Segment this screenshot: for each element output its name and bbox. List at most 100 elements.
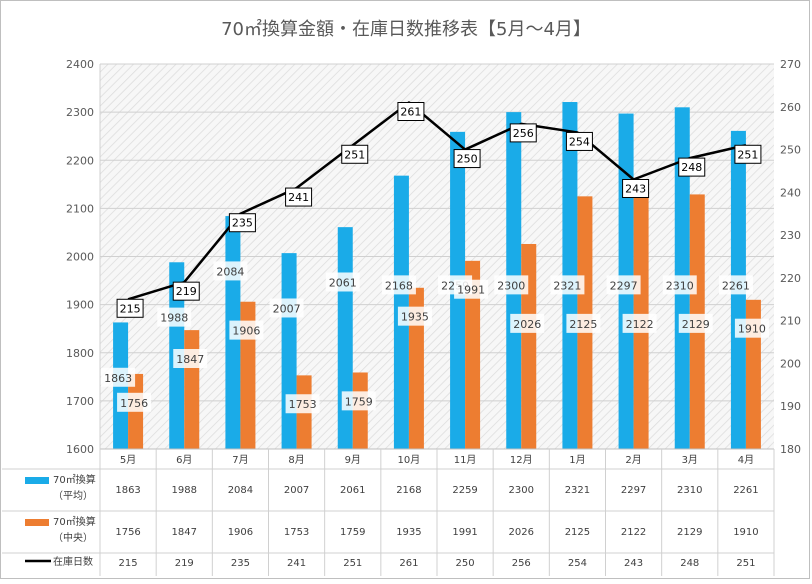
- legend-sublabel: （中央）: [53, 531, 93, 544]
- legend-swatch: [25, 519, 49, 526]
- label-average: 2007: [273, 302, 301, 315]
- x-category-label: 5月: [120, 454, 136, 466]
- data-label-box: [117, 392, 152, 412]
- label-stock-days: 251: [344, 148, 365, 161]
- table-cell: 241: [287, 558, 306, 569]
- table-cell: 2007: [284, 485, 309, 496]
- table-cell: 2310: [677, 485, 702, 496]
- label-median: 1756: [120, 397, 148, 410]
- y-right-tick-label: 190: [780, 400, 801, 413]
- legend-swatch: [25, 477, 49, 484]
- line-label-box: [453, 149, 481, 169]
- data-table: 5月 6月 7月 8月 9月 10月 11月 12月 1月 2月 3月 4月 70㎡換算 （平均） 1863…: [2, 64, 775, 576]
- table-cell: 215: [119, 558, 138, 569]
- label-stock-days: 250: [457, 153, 478, 166]
- legend-label: 70㎡換算: [53, 473, 96, 486]
- table-cell: 251: [736, 558, 755, 569]
- label-average: 2297: [610, 279, 638, 292]
- line-label-box: [622, 179, 650, 198]
- data-label-box: [173, 349, 208, 369]
- label-average: 1988: [160, 312, 188, 325]
- x-category-label: 6月: [176, 454, 192, 466]
- table-cell: 2168: [396, 485, 421, 496]
- label-stock-days: 256: [513, 127, 534, 140]
- table-cell: 2061: [340, 485, 365, 496]
- label-median: 2122: [626, 318, 654, 331]
- bar-median: [352, 372, 368, 449]
- data-label-box: [550, 275, 585, 295]
- y-left-tick-label: 1900: [66, 299, 94, 312]
- label-median: 1910: [738, 323, 766, 336]
- table-cell: 1991: [452, 527, 477, 538]
- data-label-box: [229, 320, 264, 340]
- label-median: 2129: [682, 318, 710, 331]
- data-label-box: [101, 367, 136, 387]
- data-label-box: [734, 318, 769, 338]
- x-category-label: 1月: [569, 454, 585, 466]
- line-label-box: [228, 213, 256, 233]
- line-label-box: [565, 131, 593, 151]
- data-label-box: [566, 313, 601, 333]
- line-label-box: [172, 281, 200, 301]
- label-median: 2026: [513, 318, 541, 331]
- x-category-label: 8月: [288, 454, 304, 466]
- y-right-tick-label: 250: [780, 144, 801, 157]
- data-label-box: [213, 261, 248, 281]
- table-cell: 2125: [565, 527, 590, 538]
- bar-average: [337, 227, 353, 449]
- table-cell: 261: [399, 558, 418, 569]
- y-right-tick-label: 230: [780, 229, 801, 242]
- y-right-tick-label: 270: [780, 58, 801, 71]
- label-stock-days: 219: [176, 285, 197, 298]
- label-median: 1991: [457, 284, 485, 297]
- axes: 1600 1700 1800 1900 2000 2100 2200 2300 2400 180 1…: [66, 58, 801, 456]
- table-cell: 256: [512, 558, 531, 569]
- table-cell: 1847: [172, 527, 197, 538]
- legend-label: 在庫日数: [53, 555, 93, 568]
- data-label-box: [157, 307, 192, 327]
- label-average: 2321: [553, 279, 581, 292]
- data-label-box: [397, 306, 432, 326]
- y-left-tick-label: 2400: [66, 58, 94, 71]
- table-cell: 2084: [228, 485, 253, 496]
- table-cell: 1753: [284, 527, 309, 538]
- label-average: 2261: [722, 279, 750, 292]
- data-label-box: [325, 272, 360, 292]
- bar-median: [521, 243, 537, 449]
- label-stock-days: 243: [625, 183, 646, 196]
- table-cell: 1988: [172, 485, 197, 496]
- table-cell: 254: [568, 558, 587, 569]
- table-cell: 1935: [396, 527, 421, 538]
- table-cell: 2122: [621, 527, 646, 538]
- table-cell: 2261: [733, 485, 758, 496]
- data-label-box: [510, 313, 545, 333]
- y-left-tick-label: 1600: [66, 443, 94, 456]
- legend-label: 70㎡換算: [53, 515, 96, 528]
- y-left-tick-label: 1700: [66, 395, 94, 408]
- label-median: 1753: [289, 398, 317, 411]
- data-label-box: [622, 313, 657, 333]
- y-left-tick-label: 2300: [66, 106, 94, 119]
- y-left-tick-label: 2200: [66, 154, 94, 167]
- label-average: 2310: [666, 279, 694, 292]
- line-label-box: [397, 102, 425, 121]
- table-cell: 2259: [452, 485, 477, 496]
- table-cell: 250: [456, 558, 475, 569]
- label-stock-days: 248: [681, 161, 702, 174]
- table-cell: 248: [680, 558, 699, 569]
- line-label-box: [116, 298, 144, 318]
- table-cell: 2321: [565, 485, 590, 496]
- label-average: 1863: [104, 372, 132, 385]
- label-average: 2061: [329, 276, 357, 289]
- bar-average: [281, 253, 297, 449]
- table-cell: 1863: [115, 485, 140, 496]
- label-stock-days: 241: [288, 191, 309, 204]
- line-label-box: [285, 187, 313, 207]
- x-category-label: 10月: [398, 454, 421, 466]
- label-stock-days: 261: [400, 106, 421, 119]
- x-category-label: 2月: [625, 454, 641, 466]
- y-left-tick-label: 1800: [66, 347, 94, 360]
- line-label-box: [341, 144, 369, 164]
